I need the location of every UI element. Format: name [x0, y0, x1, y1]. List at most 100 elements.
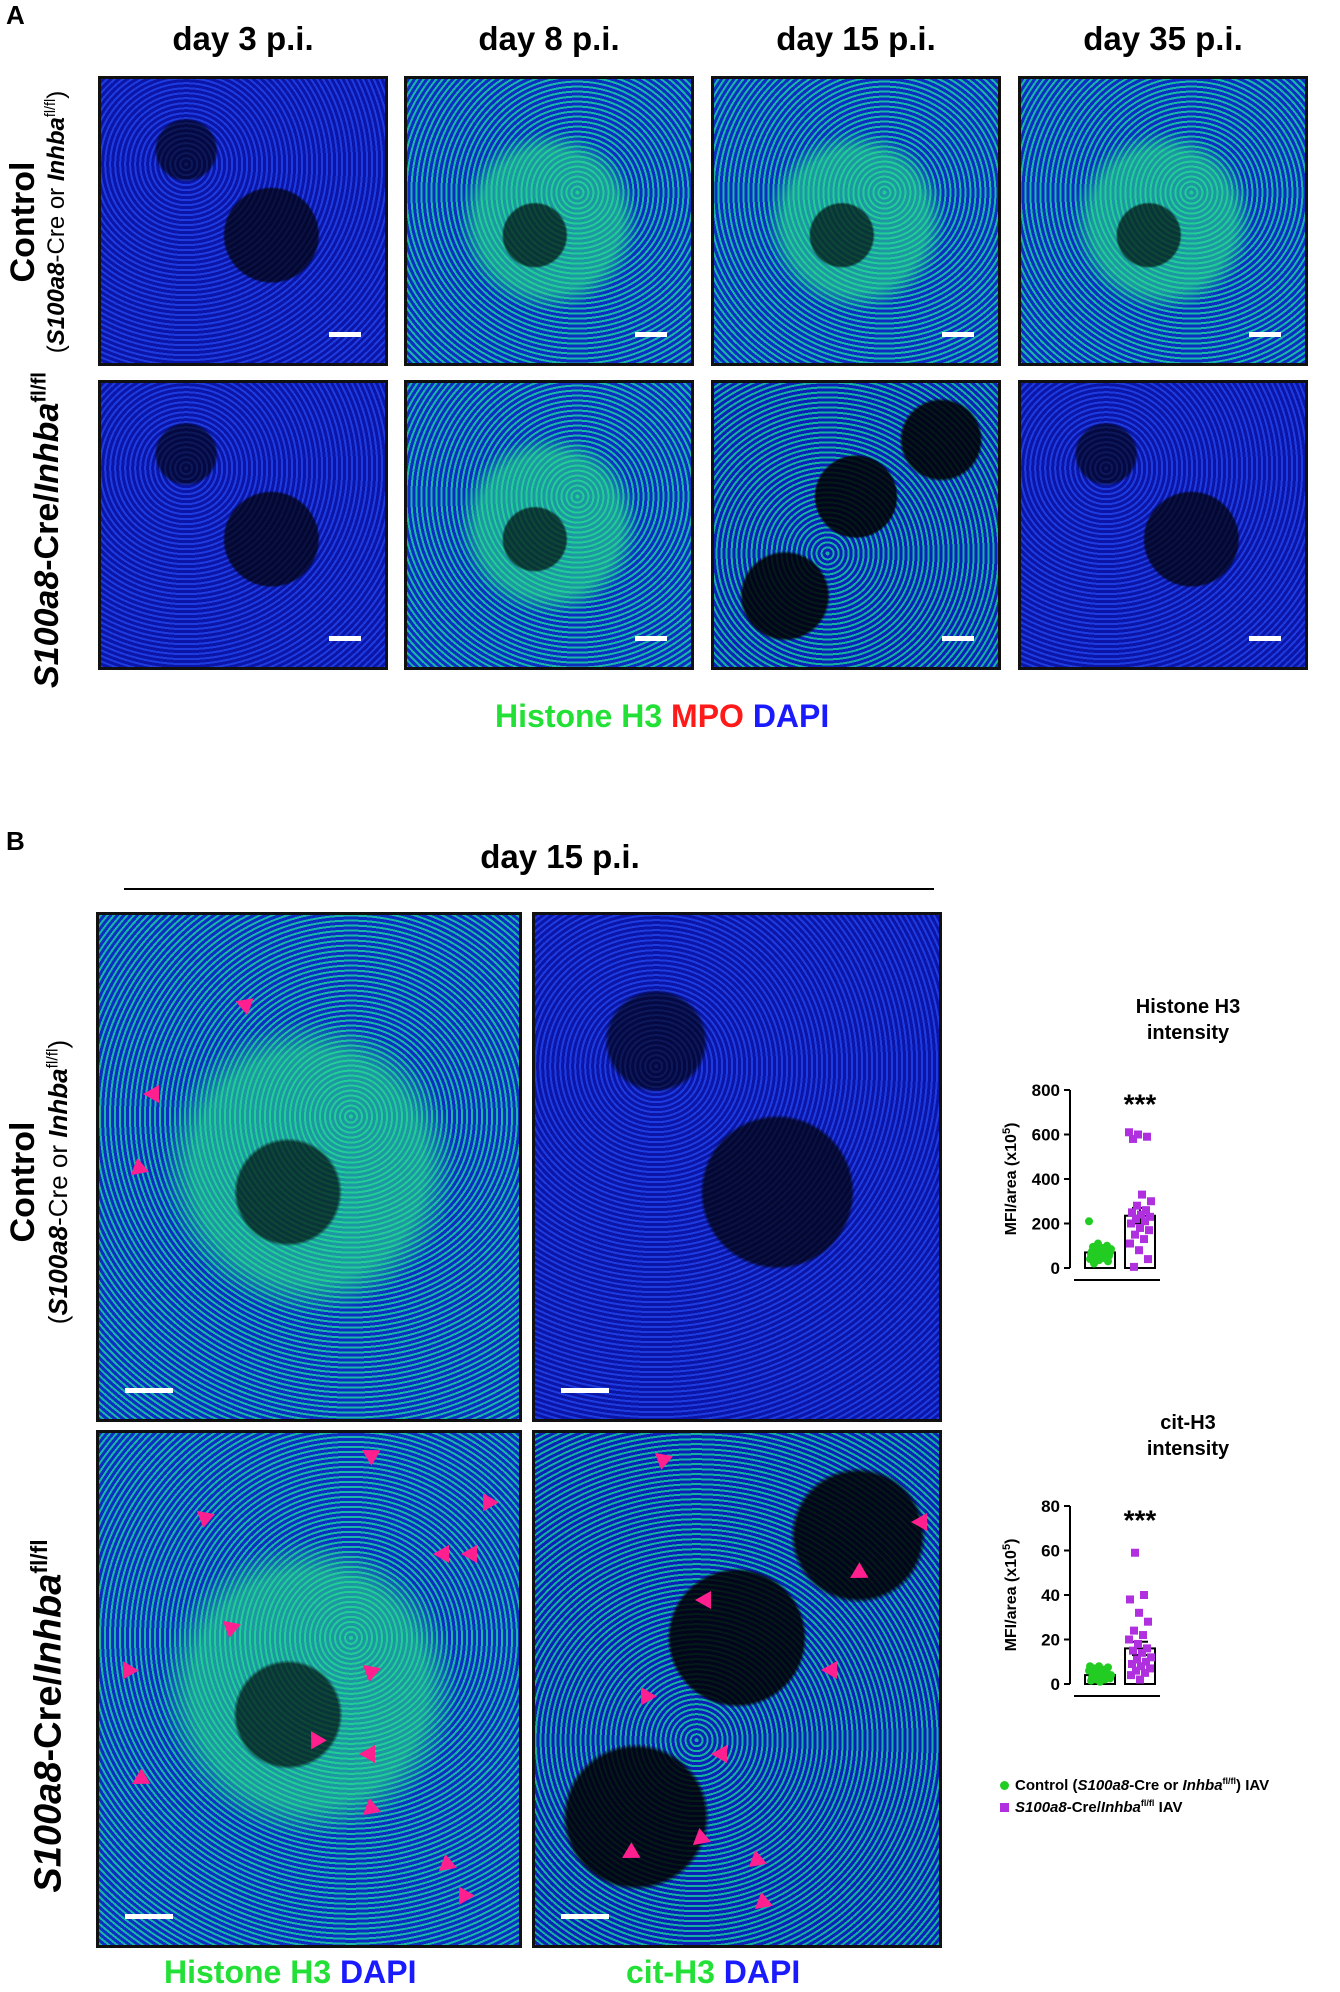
legend-marker-control [1000, 1781, 1009, 1790]
micrograph-control-day3 [98, 76, 388, 366]
y-tick-label: 80 [1041, 1497, 1060, 1516]
y-tick-label: 600 [1032, 1126, 1060, 1145]
data-point-knockout [1139, 1631, 1147, 1640]
significance-label: *** [1124, 1504, 1157, 1535]
row-label-control-a: Control (S100a8-Cre or Inhbafl/fl) [4, 72, 71, 372]
y-tick-label: 40 [1041, 1586, 1060, 1605]
data-point-control [1085, 1217, 1093, 1226]
data-point-knockout [1125, 1128, 1133, 1137]
scale-bar [942, 636, 974, 641]
arrowhead [633, 1682, 657, 1706]
data-point-knockout [1140, 1591, 1148, 1599]
scale-bar [1249, 636, 1281, 641]
column-header-day3: day 3 p.i. [172, 20, 314, 57]
arrowhead [711, 1745, 727, 1763]
data-point-knockout [1131, 1230, 1139, 1239]
micrograph-b-control-cith3 [532, 912, 942, 1422]
arrowhead [217, 1613, 241, 1639]
legend-marker-knockout [1000, 1803, 1009, 1812]
data-point-knockout [1143, 1132, 1151, 1141]
data-point-knockout [1138, 1648, 1146, 1657]
data-point-control [1095, 1662, 1103, 1671]
column-header-day8: day 8 p.i. [478, 20, 620, 57]
micrograph-b-knockout-cith3 [532, 1430, 942, 1948]
data-point-knockout [1141, 1668, 1149, 1677]
arrowhead [303, 1726, 327, 1750]
panel-b-letter: B [6, 826, 25, 856]
row-label-knockout-title-b: S100a8-Cre/Inhbafl/fl [26, 1539, 70, 1893]
data-point-knockout [1144, 1617, 1152, 1626]
data-point-knockout [1126, 1595, 1134, 1604]
legend-item-control: Control (S100a8-Cre or Inhbafl/fl) IAV [1000, 1776, 1269, 1794]
y-axis-label: MFI/area (x105) [1001, 1539, 1020, 1652]
micrograph-control-day35 [1018, 76, 1308, 366]
chart-title-line2: intensity [1146, 1438, 1230, 1460]
panel-b-header: day 15 p.i. [480, 838, 640, 875]
data-point-knockout [1147, 1653, 1155, 1662]
arrowhead [821, 1661, 837, 1679]
y-axis-label: MFI/area (x105) [1001, 1123, 1020, 1236]
data-point-knockout [1133, 1201, 1141, 1210]
arrowhead [433, 1853, 457, 1879]
arrowhead [475, 1488, 499, 1512]
y-tick-label: 800 [1032, 1081, 1060, 1100]
data-point-knockout [1129, 1646, 1137, 1655]
data-point-knockout [1136, 1675, 1144, 1684]
data-point-knockout [1132, 1215, 1140, 1224]
scale-bar [942, 332, 974, 337]
data-point-knockout [1133, 1655, 1141, 1664]
data-point-knockout [1125, 1635, 1133, 1644]
arrowhead [749, 1891, 773, 1917]
row-label-knockout-a: S100a8-Cre/Inhbafl/fl [28, 372, 67, 688]
arrowhead [911, 1513, 927, 1531]
row-label-knockout-title: S100a8-Cre/Inhbafl/fl [28, 372, 66, 688]
stain-legend-b-right: cit-H3 DAPI [626, 1954, 801, 1990]
y-tick-label: 400 [1032, 1170, 1060, 1189]
arrowhead [845, 1562, 869, 1586]
stain-legend-b-left: Histone H3 DAPI [164, 1954, 417, 1990]
data-point-knockout [1136, 1223, 1144, 1232]
data-point-knockout [1129, 1134, 1137, 1143]
arrowhead [687, 1827, 711, 1853]
arrowhead [127, 1768, 151, 1792]
arrowhead [115, 1656, 139, 1680]
arrowhead [357, 1797, 381, 1823]
row-label-control-b: Control (S100a8-Cre or Inhbafl/fl) [4, 982, 74, 1382]
arrowhead [649, 1445, 673, 1471]
scale-bar [561, 1388, 609, 1393]
scale-bar [635, 636, 667, 641]
data-point-knockout [1126, 1239, 1134, 1248]
data-point-knockout [1127, 1671, 1135, 1680]
data-point-knockout [1130, 1262, 1138, 1271]
data-point-control [1086, 1662, 1094, 1671]
y-tick-label: 60 [1041, 1542, 1060, 1561]
data-point-knockout [1145, 1226, 1153, 1235]
data-point-knockout [1146, 1212, 1154, 1221]
scale-bar [329, 636, 361, 641]
data-point-control [1094, 1239, 1102, 1248]
chart-title-cith3: cit-H3 intensity [1068, 1410, 1308, 1462]
arrowhead [433, 1545, 449, 1563]
chart-histone-h3: 0 200 400 600 800 MFI/area (x105) *** [1001, 1081, 1160, 1281]
y-tick-label: 20 [1041, 1631, 1060, 1650]
data-point-knockout [1137, 1210, 1145, 1219]
scale-bar [561, 1914, 609, 1919]
micrograph-knockout-day3 [98, 380, 388, 670]
data-point-knockout [1144, 1255, 1152, 1264]
data-point-knockout [1146, 1664, 1154, 1673]
arrowhead [461, 1545, 477, 1563]
arrowhead [451, 1886, 475, 1910]
legend-item-knockout: S100a8-Cre/Inhbafl/fl IAV [1000, 1798, 1269, 1816]
data-point-knockout [1135, 1608, 1143, 1617]
data-point-knockout [1127, 1219, 1135, 1228]
panel-a-letter: A [6, 0, 25, 30]
arrowhead [357, 1657, 381, 1683]
header-underline [124, 888, 934, 890]
row-label-control-title-b: Control [4, 1121, 42, 1243]
row-label-knockout-b: S100a8-Cre/Inhbafl/fl [26, 1506, 71, 1926]
data-point-knockout [1147, 1197, 1155, 1206]
data-point-knockout [1141, 1217, 1149, 1226]
data-point-knockout [1134, 1639, 1142, 1648]
data-point-knockout [1135, 1246, 1143, 1255]
scale-bar [635, 332, 667, 337]
